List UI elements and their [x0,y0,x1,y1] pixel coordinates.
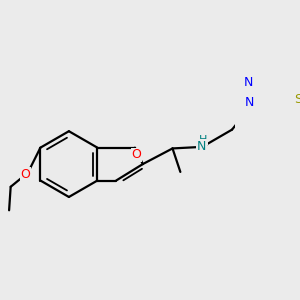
Text: N: N [197,140,206,153]
Text: O: O [21,168,31,181]
Text: H: H [199,135,207,145]
Text: O: O [132,148,141,161]
Text: S: S [294,93,300,106]
Text: N: N [244,96,254,110]
Text: N: N [244,76,253,89]
